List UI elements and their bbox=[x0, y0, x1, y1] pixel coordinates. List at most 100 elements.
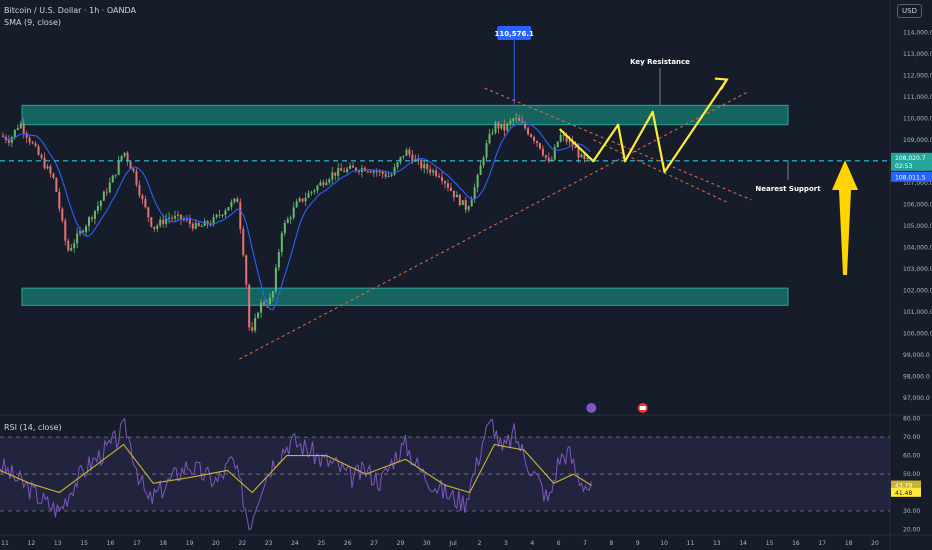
candle-body bbox=[494, 122, 497, 133]
candle-body bbox=[129, 161, 132, 169]
candle-body bbox=[55, 177, 58, 192]
candle-body bbox=[583, 154, 586, 159]
candle-body bbox=[46, 166, 49, 169]
candle-body bbox=[426, 163, 429, 170]
candle-body bbox=[479, 165, 482, 176]
candle-body bbox=[22, 123, 25, 134]
candle-body bbox=[144, 199, 147, 208]
candle-body bbox=[399, 157, 402, 163]
candle-body bbox=[179, 214, 182, 220]
candle-body bbox=[239, 202, 242, 229]
candle-body bbox=[307, 193, 310, 198]
candle-body bbox=[541, 148, 544, 156]
candle-body bbox=[304, 197, 307, 202]
candle-body bbox=[156, 225, 159, 229]
candle-body bbox=[357, 170, 360, 173]
candle-body bbox=[491, 132, 494, 134]
rsi-tag-value: 41.48 bbox=[895, 490, 912, 497]
candle-body bbox=[444, 181, 446, 184]
key-resistance-label: Key Resistance bbox=[630, 58, 690, 66]
zone-rect bbox=[21, 104, 789, 126]
candle-body bbox=[488, 133, 491, 144]
candle-body bbox=[96, 206, 99, 211]
time-tick-label: 11 bbox=[1, 540, 9, 547]
time-tick-label: 16 bbox=[792, 540, 800, 547]
candle-body bbox=[464, 200, 467, 210]
candle-body bbox=[331, 172, 334, 180]
time-tick-label: 4 bbox=[530, 540, 534, 547]
candle-body bbox=[150, 217, 153, 227]
projection-arrowhead bbox=[714, 77, 729, 91]
rsi-sma-line bbox=[0, 443, 592, 494]
candle-body bbox=[360, 167, 363, 173]
candle-body bbox=[200, 225, 203, 227]
candle-body bbox=[31, 142, 34, 144]
candle-body bbox=[530, 134, 533, 137]
candle-body bbox=[90, 217, 93, 219]
candle-body bbox=[512, 118, 515, 121]
candle-body bbox=[105, 191, 108, 193]
candle-body bbox=[61, 208, 64, 221]
symbol-title[interactable]: Bitcoin / U.S. Dollar · 1h · OANDA bbox=[4, 6, 136, 15]
candle-body bbox=[340, 168, 343, 171]
time-tick-label: 12 bbox=[28, 540, 36, 547]
candle-body bbox=[369, 171, 372, 173]
countdown-value: 02:53 bbox=[895, 163, 912, 170]
rsi-tick-label: 60.00 bbox=[903, 453, 920, 460]
candle-body bbox=[411, 154, 414, 162]
candle-body bbox=[577, 148, 580, 158]
candle-body bbox=[236, 198, 239, 203]
time-tick-label: 8 bbox=[609, 540, 613, 547]
nearest-support-box bbox=[757, 181, 819, 194]
candle-body bbox=[319, 182, 322, 186]
candle-body bbox=[102, 191, 105, 201]
candle-body bbox=[550, 159, 553, 161]
candle-body bbox=[153, 226, 156, 229]
candle-body bbox=[277, 252, 280, 268]
candle-body bbox=[93, 210, 96, 219]
currency-badge[interactable]: USD bbox=[897, 4, 922, 18]
rsi-indicator-label[interactable]: RSI (14, close) bbox=[4, 423, 62, 432]
rsi-tick-label: 50.00 bbox=[903, 471, 920, 478]
price-tick-label: 109,000.0 bbox=[903, 137, 932, 144]
time-tick-label: 2 bbox=[478, 540, 482, 547]
price-tick-label: 104,000.0 bbox=[903, 244, 932, 251]
candle-body bbox=[313, 190, 316, 192]
candle-body bbox=[76, 233, 79, 244]
candle-body bbox=[79, 230, 82, 234]
candle-body bbox=[58, 191, 61, 209]
candle-body bbox=[114, 174, 117, 176]
candle-body bbox=[559, 135, 562, 142]
candle-body bbox=[209, 224, 212, 226]
candle-body bbox=[141, 195, 144, 200]
price-tick-label: 102,000.0 bbox=[903, 287, 932, 294]
time-tick-label: 15 bbox=[80, 540, 88, 547]
candle-body bbox=[135, 171, 138, 185]
sma-price-value: 108,011.5 bbox=[895, 174, 926, 181]
candle-body bbox=[301, 198, 304, 202]
candle-body bbox=[346, 168, 349, 172]
candle-body bbox=[7, 140, 10, 143]
candle-body bbox=[215, 214, 218, 218]
candle-body bbox=[177, 214, 179, 216]
candle-body bbox=[384, 173, 387, 177]
price-tick-label: 105,000.0 bbox=[903, 223, 932, 230]
rsi-tick-label: 80.00 bbox=[903, 416, 920, 423]
candle-body bbox=[316, 185, 319, 191]
candle-body bbox=[221, 214, 224, 216]
time-tick-label: 20 bbox=[871, 540, 879, 547]
candle-body bbox=[533, 136, 535, 142]
candle-body bbox=[538, 143, 541, 149]
candle-body bbox=[13, 129, 16, 138]
price-tick-label: 103,000.0 bbox=[903, 266, 932, 273]
zone-rect bbox=[21, 287, 789, 306]
candle-body bbox=[509, 120, 512, 124]
candle-body bbox=[37, 146, 40, 155]
sma-indicator-label[interactable]: SMA (9, close) bbox=[4, 18, 62, 27]
time-tick-label: 14 bbox=[739, 540, 747, 547]
candle-body bbox=[10, 137, 13, 143]
candle-body bbox=[562, 135, 565, 137]
rsi-tick-label: 30.00 bbox=[903, 508, 920, 515]
time-tick-label: 18 bbox=[159, 540, 167, 547]
